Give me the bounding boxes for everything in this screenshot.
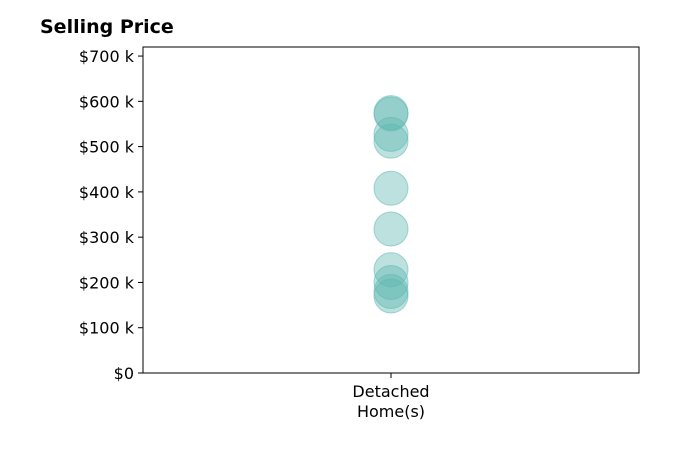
y-tick-label: $700 k	[79, 47, 135, 66]
data-point	[373, 170, 409, 206]
data-point	[373, 123, 409, 159]
y-tick-label: $300 k	[79, 228, 135, 247]
data-point	[373, 252, 409, 288]
y-tick-label: $500 k	[79, 138, 135, 157]
data-point	[373, 278, 409, 314]
y-tick-label: $200 k	[79, 273, 135, 292]
y-tick-label: $100 k	[79, 319, 135, 338]
data-point	[373, 274, 409, 309]
data-point	[373, 211, 409, 247]
data-point	[373, 96, 409, 132]
chart-title: Selling Price	[40, 16, 174, 38]
y-tick-label: $400 k	[79, 183, 135, 202]
y-tick-label: $0	[114, 364, 134, 383]
x-tick-label: Detached Home(s)	[352, 382, 429, 421]
y-tick-label: $600 k	[79, 92, 135, 111]
data-point	[373, 264, 409, 300]
